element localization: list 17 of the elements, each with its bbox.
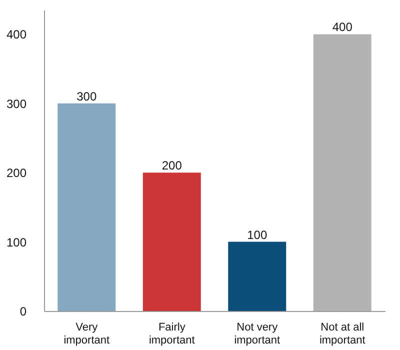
y-tick-label: 100 xyxy=(6,235,27,250)
data-label: 100 xyxy=(247,228,268,242)
y-tick-label: 200 xyxy=(6,166,27,180)
data-label: 300 xyxy=(76,89,97,104)
x-tick-label: Fairly important xyxy=(148,322,195,346)
x-tick-label: Very important xyxy=(64,322,110,346)
data-label: 400 xyxy=(332,20,353,34)
bar xyxy=(58,103,116,311)
data-label: 200 xyxy=(162,158,182,173)
bar xyxy=(313,34,372,311)
y-tick-label: 0 xyxy=(20,304,27,318)
y-tick-label: 400 xyxy=(6,28,27,42)
x-tick-label: Not at all important xyxy=(319,322,366,346)
y-tick-label: 300 xyxy=(6,96,27,111)
x-tick-label: Not very important xyxy=(234,322,280,346)
bar xyxy=(228,242,286,311)
bar xyxy=(142,172,201,311)
